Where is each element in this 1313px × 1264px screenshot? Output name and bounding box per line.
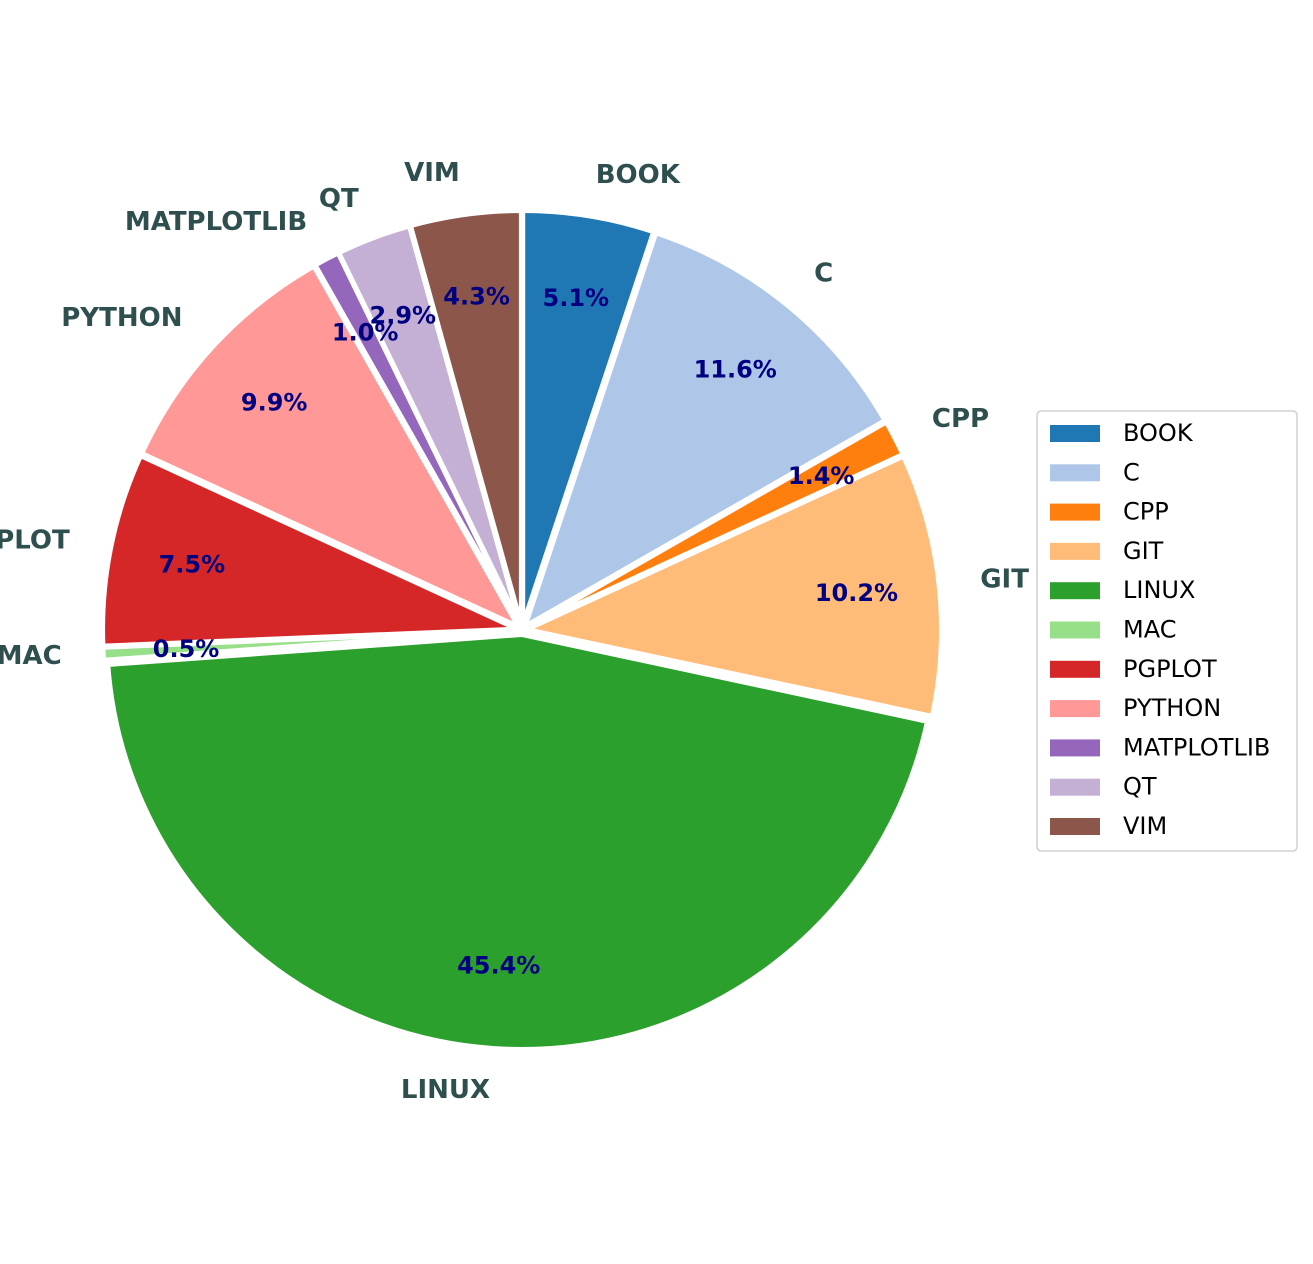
pie-slice-vim [407, 208, 524, 629]
slice-percent-matplotlib: 1.0% [332, 318, 399, 346]
legend-label-mac: MAC [1123, 616, 1176, 644]
slice-label-python: PYTHON [61, 303, 182, 333]
legend-swatch-git [1050, 542, 1100, 560]
slice-label-pgplot: PGPLOT [0, 526, 70, 556]
legend-swatch-linux [1050, 582, 1100, 600]
legend-swatch-book [1050, 425, 1100, 442]
legend-label-c: C [1123, 458, 1140, 486]
slice-label-linux: LINUX [401, 1075, 490, 1105]
slice-label-mac: MAC [0, 641, 62, 671]
slice-label-cpp: CPP [932, 404, 989, 434]
legend-swatch-mac [1050, 621, 1100, 639]
legend-swatch-qt [1050, 778, 1100, 796]
slice-label-git: GIT [980, 564, 1029, 594]
legend: BOOK C CPP GIT LINUX MAC PGPLOT PYTHON MATPLOTLI… [1036, 410, 1298, 852]
pie-wedge-labels: BOOK C CPP GIT LINUX MAC PGPLOT PYTHON MATPLOTLI… [0, 158, 1029, 1105]
pie-slice-linux [105, 631, 930, 1052]
legend-swatch-c [1050, 464, 1100, 482]
pie-percent-labels: 5.1% 11.6% 1.4% 10.2% 45.4% 0.5% 7.5% 9.9% 1.0%2… [153, 283, 898, 980]
legend-label-vim: VIM [1123, 812, 1167, 840]
legend-frame [1036, 410, 1298, 852]
slice-percent-book: 5.1% [543, 284, 610, 312]
slice-label-qt: QT [319, 184, 359, 214]
slice-percent-qt: 2.9% [370, 301, 437, 329]
legend-label-matplotlib: MATPLOTLIB [1123, 733, 1270, 761]
slice-label-book: BOOK [596, 160, 681, 190]
slice-percent-linux: 45.4% [457, 952, 540, 980]
slice-percent-pgplot: 7.5% [159, 551, 226, 579]
legend-label-python: PYTHON [1123, 694, 1221, 722]
pie-wedges [100, 208, 944, 1052]
slice-percent-mac: 0.5% [153, 635, 220, 663]
legend-label-qt: QT [1123, 773, 1157, 801]
legend-swatch-cpp [1050, 503, 1100, 521]
legend-label-book: BOOK [1123, 419, 1194, 447]
pie-slice-pgplot [100, 453, 521, 649]
slice-label-c: C [814, 258, 833, 288]
legend-swatch-vim [1050, 818, 1100, 835]
pie-slice-c [522, 230, 888, 630]
pie-slice-git [523, 453, 944, 719]
legend-swatch-pgplot [1050, 660, 1100, 678]
slice-percent-vim: 4.3% [443, 283, 510, 311]
slice-percent-cpp: 1.4% [788, 462, 855, 490]
legend-label-git: GIT [1123, 537, 1164, 565]
slice-label-matplotlib: MATPLOTLIB [125, 207, 307, 237]
slice-label-vim: VIM [404, 158, 460, 188]
legend-label-cpp: CPP [1123, 498, 1169, 526]
slice-percent-git: 10.2% [815, 579, 898, 607]
pie-slice-python [139, 263, 522, 630]
legend-swatch-python [1050, 700, 1100, 718]
legend-label-pgplot: PGPLOT [1123, 655, 1217, 683]
legend-label-linux: LINUX [1123, 576, 1195, 604]
legend-swatch-matplotlib [1050, 739, 1100, 757]
slice-percent-c: 11.6% [694, 356, 777, 384]
slice-percent-python: 9.9% [241, 388, 308, 416]
